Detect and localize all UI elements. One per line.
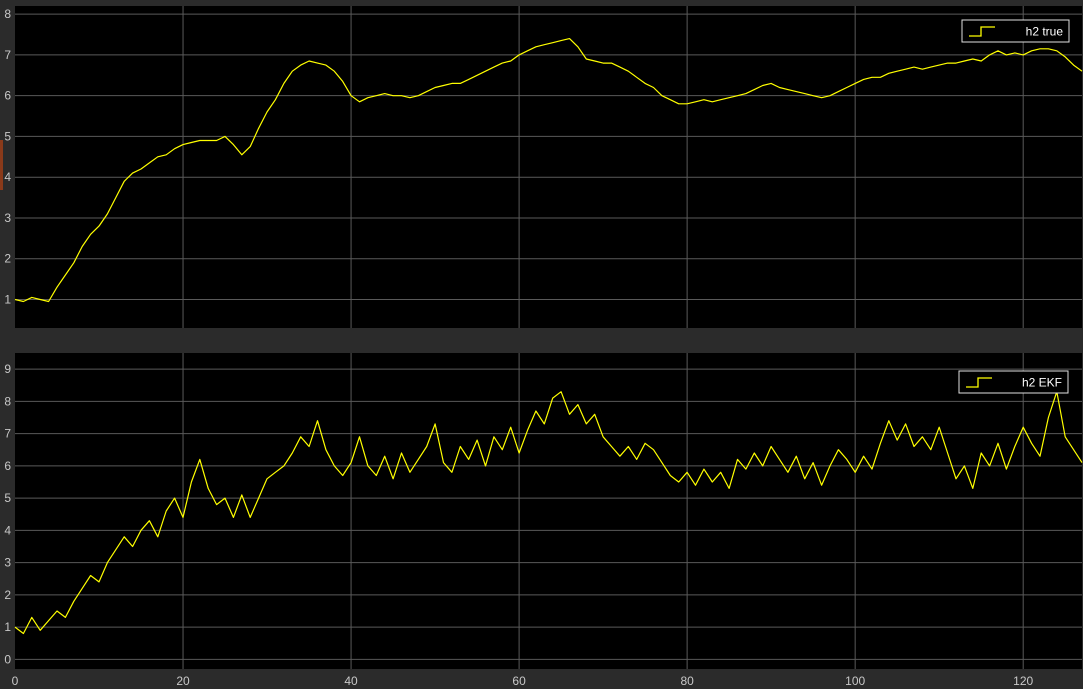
- legend-label: h2 true: [1026, 25, 1064, 39]
- legend-label: h2 EKF: [1022, 376, 1062, 390]
- step-line-icon: [966, 377, 992, 388]
- x-tick-label: 100: [845, 674, 865, 688]
- x-tick-labels: 0 20 40 60 80 100 120: [12, 674, 1034, 688]
- data-trace: [14, 38, 1083, 303]
- legend-box: [958, 370, 1069, 394]
- series-line: [14, 391, 1083, 635]
- x-tick-label: 80: [680, 674, 694, 688]
- grid-lines: [15, 353, 1082, 669]
- x-tick-label: 20: [176, 674, 190, 688]
- y-tick-label: 2: [4, 588, 11, 602]
- y-tick-label: 6: [4, 459, 11, 473]
- y-tick-label: 0: [4, 652, 11, 666]
- x-tick-label: 120: [1013, 674, 1033, 688]
- y-tick-label: 9: [4, 362, 11, 376]
- legend[interactable]: h2 true: [961, 19, 1070, 43]
- y-tick-label: 7: [4, 48, 11, 62]
- y-tick-label: 4: [4, 523, 11, 537]
- y-tick-labels: 0 1 2 3 4 5 6 7 8 9: [4, 362, 11, 666]
- series-line: [14, 38, 1083, 303]
- y-tick-label: 4: [4, 170, 11, 184]
- grid-lines: [15, 6, 1082, 328]
- y-tick-label: 5: [4, 491, 11, 505]
- plot-area: [15, 353, 1082, 669]
- x-tick-label: 60: [512, 674, 526, 688]
- axes-h2-ekf: 0 1 2 3 4 5 6 7 8 9 0 20 40 60 80 100 120 h2 EKF: [4, 353, 1083, 688]
- y-tick-label: 6: [4, 89, 11, 103]
- y-tick-label: 7: [4, 427, 11, 441]
- axes-h2-true: 1 2 3 4 5 6 7 8 h2 true: [4, 6, 1083, 328]
- legend-box: [961, 19, 1070, 43]
- y-tick-label: 3: [4, 556, 11, 570]
- step-line-icon: [969, 26, 995, 37]
- y-tick-label: 8: [4, 7, 11, 21]
- y-tick-label: 2: [4, 252, 11, 266]
- x-tick-label: 0: [12, 674, 19, 688]
- legend[interactable]: h2 EKF: [958, 370, 1069, 394]
- y-tick-label: 5: [4, 129, 11, 143]
- plot-area: [15, 6, 1082, 328]
- x-tick-label: 40: [344, 674, 358, 688]
- y-tick-label: 1: [4, 620, 11, 634]
- y-tick-label: 8: [4, 394, 11, 408]
- data-trace: [14, 391, 1083, 635]
- left-edge-accent: [0, 140, 3, 190]
- y-tick-label: 1: [4, 292, 11, 306]
- y-tick-label: 3: [4, 211, 11, 225]
- y-tick-labels: 1 2 3 4 5 6 7 8: [4, 7, 11, 306]
